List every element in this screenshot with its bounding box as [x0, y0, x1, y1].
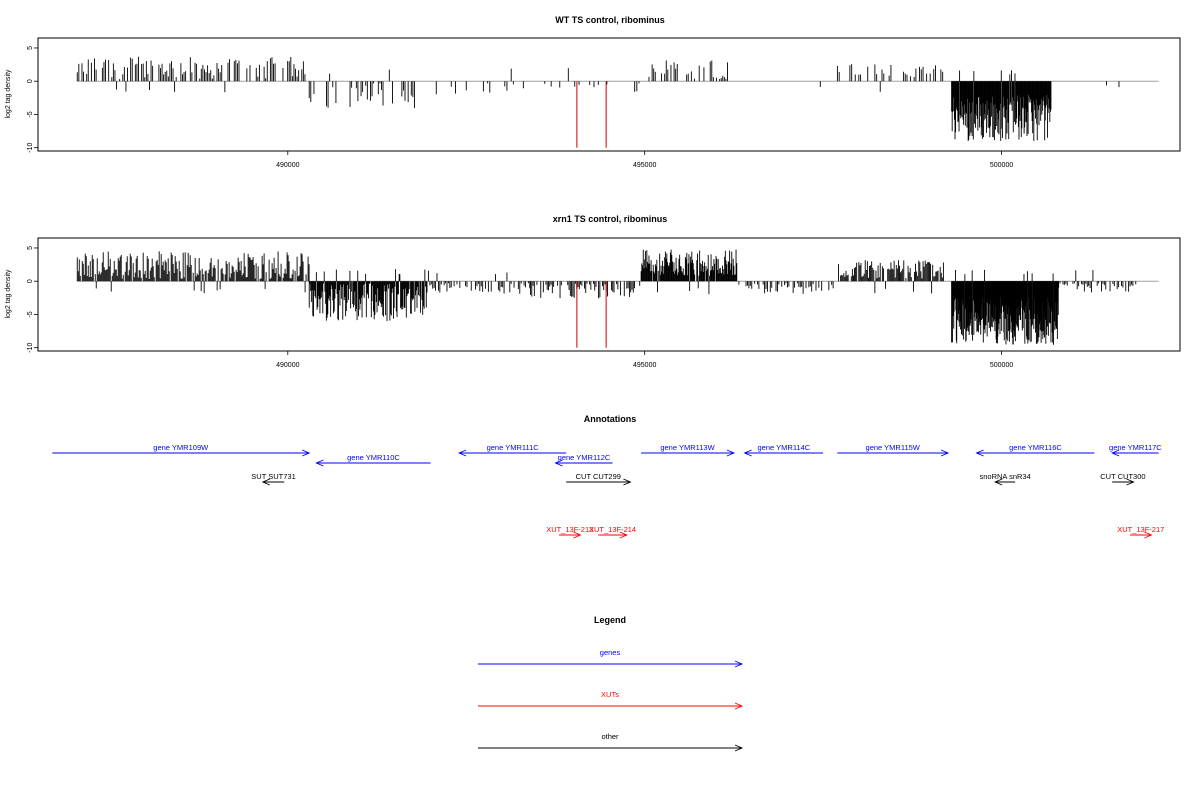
legend-title: Legend: [594, 615, 626, 625]
annotation-arrowhead: [734, 660, 744, 668]
annotation-arrowhead: [623, 478, 632, 486]
annotation-feature: snoRNA snR34: [979, 472, 1031, 486]
annotation-label: gene YMR111C: [487, 443, 540, 452]
annotation-label: CUT CUT299: [576, 472, 621, 481]
annotation-features: gene YMR109W gene YMR110C gene YMR111C gene…: [52, 443, 1164, 539]
legend-label: XUTs: [601, 690, 619, 699]
xrn1-panel: xrn1 TS control, ribominus log2 tag dens…: [5, 214, 1181, 369]
annotation-label: CUT CUT300: [1100, 472, 1145, 481]
annotation-feature: gene YMR117C: [1109, 443, 1162, 457]
annotation-arrowhead: [1144, 531, 1153, 539]
y-tick-label: 0: [27, 279, 34, 283]
wt-x-axis: 490000 495000 500000: [276, 151, 1013, 169]
wt-panel-title: WT TS control, ribominus: [555, 15, 665, 25]
annotation-arrowhead: [619, 531, 628, 539]
x-tick-label: 500000: [990, 162, 1013, 169]
y-tick-label: 5: [27, 246, 34, 250]
annotation-feature: XUT_13F-217: [1117, 525, 1164, 539]
wt-plot-frame: [37, 37, 1181, 152]
annotation-arrowhead: [302, 449, 311, 457]
annotation-arrowhead: [457, 449, 467, 457]
x-tick-label: 490000: [276, 162, 299, 169]
annotation-arrowhead: [261, 478, 271, 486]
annotation-arrowhead: [993, 478, 1003, 486]
x-tick-label: 495000: [633, 162, 656, 169]
annotation-label: gene YMR115W: [866, 443, 921, 452]
annotation-arrowhead: [726, 449, 736, 457]
annotation-arrowhead: [554, 459, 563, 467]
annotation-label: snoRNA snR34: [979, 472, 1030, 481]
wt-y-axis-label: log2 tag density: [5, 69, 12, 119]
legend-label: genes: [600, 648, 621, 657]
annotation-feature: gene YMR115W: [837, 443, 950, 457]
legend-item: other: [478, 732, 744, 752]
annotation-arrowhead: [734, 702, 744, 710]
annotation-feature: gene YMR112C: [554, 453, 613, 467]
annotation-label: SUT SUT731: [251, 472, 295, 481]
x-tick-label: 490000: [276, 362, 299, 369]
legend-items: genes XUTs other: [478, 648, 744, 752]
annotation-feature: XUT_13F-214: [589, 525, 636, 539]
wt-y-axis: 5 0 -5 -10: [27, 46, 38, 153]
annotation-feature: gene YMR110C: [315, 453, 431, 467]
legend: Legend genes XUTs other: [478, 615, 744, 752]
annotation-arrowhead: [743, 449, 752, 457]
annotation-label: XUT_13F-217: [1117, 525, 1164, 534]
x-tick-label: 500000: [990, 362, 1013, 369]
xrn1-plot-frame: [37, 237, 1181, 352]
annotation-arrowhead: [1111, 449, 1120, 457]
annotation-label: gene YMR117C: [1109, 443, 1162, 452]
y-tick-label: 0: [27, 79, 34, 83]
annotation-feature: gene YMR111C: [457, 443, 567, 457]
annotation-arrowhead: [734, 744, 744, 752]
annotation-label: XUT_13F-214: [589, 525, 636, 534]
wt-panel: WT TS control, ribominus log2 tag densit…: [5, 15, 1181, 169]
annotation-feature: CUT CUT300: [1100, 472, 1146, 486]
annotation-arrowhead: [940, 449, 950, 457]
xrn1-panel-title: xrn1 TS control, ribominus: [553, 214, 668, 224]
annotation-label: gene YMR110C: [347, 453, 400, 462]
annotation-label: gene YMR114C: [758, 443, 811, 452]
annotation-feature: gene YMR109W: [52, 443, 311, 457]
xrn1-y-axis: 5 0 -5 -10: [27, 246, 38, 353]
x-tick-label: 495000: [633, 362, 656, 369]
xrn1-y-axis-label: log2 tag density: [5, 269, 12, 319]
y-tick-label: -10: [27, 343, 34, 353]
annotation-feature: gene YMR113W: [641, 443, 736, 457]
annotation-label: gene YMR116C: [1009, 443, 1062, 452]
annotation-feature: gene YMR114C: [743, 443, 824, 457]
annotation-feature: SUT SUT731: [251, 472, 296, 486]
annotations-title: Annotations: [584, 414, 637, 424]
wt-bars: [76, 56, 1159, 148]
legend-label: other: [601, 732, 619, 741]
y-tick-label: -10: [27, 143, 34, 153]
xrn1-bars: [76, 249, 1159, 348]
legend-item: XUTs: [478, 690, 744, 710]
annotation-arrowhead: [315, 459, 324, 467]
annotation-arrowhead: [975, 449, 984, 457]
annotation-feature: CUT CUT299: [566, 472, 632, 486]
annotation-arrowhead: [573, 531, 582, 539]
annotation-feature: XUT_13F-213: [546, 525, 593, 539]
annotation-feature: gene YMR116C: [975, 443, 1095, 457]
annotation-label: gene YMR112C: [558, 453, 611, 462]
y-tick-label: -5: [27, 311, 34, 317]
xrn1-x-axis: 490000 495000 500000: [276, 351, 1013, 369]
legend-item: genes: [478, 648, 744, 668]
y-tick-label: 5: [27, 46, 34, 50]
annotation-label: gene YMR109W: [153, 443, 209, 452]
y-tick-label: -5: [27, 111, 34, 117]
annotation-label: XUT_13F-213: [546, 525, 593, 534]
annotation-arrowhead: [1126, 478, 1135, 486]
annotation-label: gene YMR113W: [660, 443, 715, 452]
